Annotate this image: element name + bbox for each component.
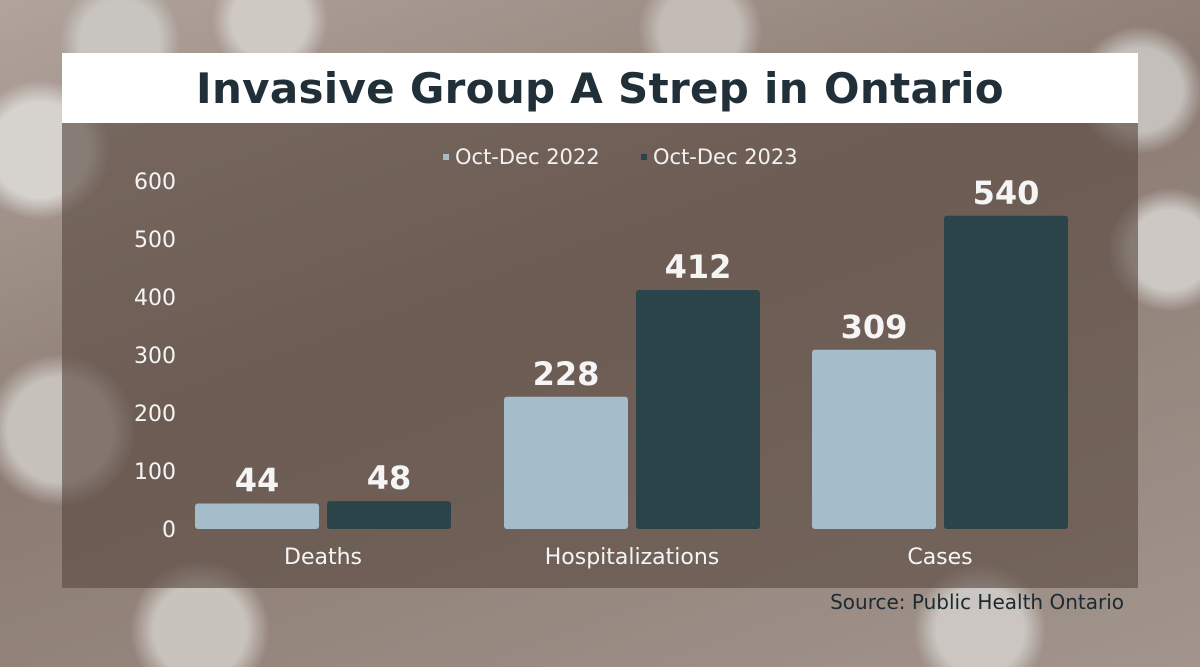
category-label-cases: Cases (907, 545, 972, 570)
legend-item-2023: Oct-Dec 2023 (641, 144, 798, 170)
y-tick-label: 600 (134, 170, 176, 195)
legend-label-2022: Oct-Dec 2022 (455, 145, 600, 169)
legend-item-2022: Oct-Dec 2022 (443, 144, 600, 170)
source-note: Source: Public Health Ontario (830, 590, 1124, 614)
data-label: 228 (533, 355, 600, 393)
data-label: 540 (973, 174, 1040, 212)
data-label: 309 (841, 308, 908, 346)
data-label: 44 (235, 461, 280, 499)
legend-label-2023: Oct-Dec 2023 (653, 145, 798, 169)
bar-cases-2022 (812, 349, 936, 529)
y-tick-label: 200 (134, 402, 176, 427)
bar-hospitalizations-2023 (636, 290, 760, 529)
category-label-hospitalizations: Hospitalizations (545, 545, 720, 570)
category-label-deaths: Deaths (284, 545, 362, 570)
y-tick-label: 500 (134, 228, 176, 253)
bar-cases-2023 (944, 215, 1068, 530)
legend-swatch-2023 (641, 154, 647, 160)
chart-title: Invasive Group A Strep in Ontario (196, 63, 1004, 113)
data-label: 412 (665, 248, 732, 286)
y-tick-label: 300 (134, 344, 176, 369)
data-label: 48 (367, 459, 412, 497)
y-tick-label: 100 (134, 460, 176, 485)
bar-deaths-2023 (327, 501, 451, 529)
bar-deaths-2022 (195, 503, 319, 529)
y-tick-label: 0 (162, 518, 176, 543)
y-tick-label: 400 (134, 286, 176, 311)
title-bar: Invasive Group A Strep in Ontario (62, 53, 1138, 123)
legend-swatch-2022 (443, 154, 449, 160)
bar-hospitalizations-2022 (504, 396, 628, 529)
